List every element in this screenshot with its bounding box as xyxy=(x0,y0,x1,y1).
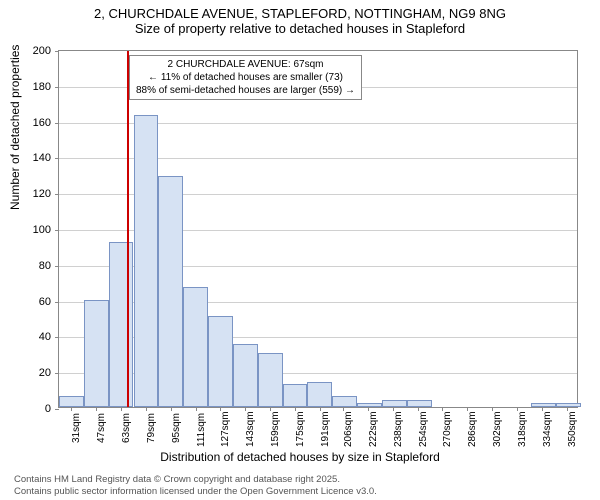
histogram-bar xyxy=(307,382,332,407)
histogram-bar xyxy=(208,316,233,407)
x-tick-label: 191sqm xyxy=(320,407,331,447)
histogram-bar xyxy=(332,396,357,407)
x-tick-label: 95sqm xyxy=(171,407,182,447)
y-tick-mark xyxy=(55,194,59,195)
histogram-bar xyxy=(134,115,159,407)
x-tick-label: 127sqm xyxy=(220,407,231,447)
footer-attribution: Contains HM Land Registry data © Crown c… xyxy=(14,474,377,498)
y-tick-mark xyxy=(55,409,59,410)
histogram-bar xyxy=(283,384,308,407)
x-tick-label: 143sqm xyxy=(245,407,256,447)
y-tick-mark xyxy=(55,266,59,267)
y-tick-mark xyxy=(55,373,59,374)
x-tick-label: 302sqm xyxy=(492,407,503,447)
y-tick-mark xyxy=(55,302,59,303)
histogram-bar xyxy=(382,400,407,407)
y-tick-mark xyxy=(55,158,59,159)
x-tick-label: 238sqm xyxy=(393,407,404,447)
y-tick-mark xyxy=(55,87,59,88)
title-main: 2, CHURCHDALE AVENUE, STAPLEFORD, NOTTIN… xyxy=(0,6,600,21)
plot-area: 2 CHURCHDALE AVENUE: 67sqm ← 11% of deta… xyxy=(58,50,578,408)
histogram-bar xyxy=(407,400,432,407)
histogram-bar xyxy=(183,287,208,407)
chart-container: 2, CHURCHDALE AVENUE, STAPLEFORD, NOTTIN… xyxy=(0,0,600,500)
x-tick-label: 254sqm xyxy=(418,407,429,447)
x-axis-label: Distribution of detached houses by size … xyxy=(0,450,600,464)
annotation-line-2: ← 11% of detached houses are smaller (73… xyxy=(136,71,355,84)
x-tick-label: 222sqm xyxy=(368,407,379,447)
histogram-bar xyxy=(233,344,258,407)
y-tick-mark xyxy=(55,337,59,338)
annotation-box: 2 CHURCHDALE AVENUE: 67sqm ← 11% of deta… xyxy=(129,55,362,100)
x-tick-label: 47sqm xyxy=(96,407,107,447)
x-tick-label: 79sqm xyxy=(146,407,157,447)
x-tick-label: 270sqm xyxy=(442,407,453,447)
y-axis-label: Number of detached properties xyxy=(8,45,22,210)
x-tick-label: 175sqm xyxy=(295,407,306,447)
x-tick-label: 31sqm xyxy=(71,407,82,447)
x-tick-label: 206sqm xyxy=(343,407,354,447)
x-tick-label: 318sqm xyxy=(517,407,528,447)
footer-line-1: Contains HM Land Registry data © Crown c… xyxy=(14,474,377,486)
x-tick-label: 350sqm xyxy=(567,407,578,447)
histogram-bar xyxy=(158,176,183,407)
x-tick-label: 63sqm xyxy=(121,407,132,447)
footer-line-2: Contains public sector information licen… xyxy=(14,486,377,498)
histogram-bar xyxy=(258,353,283,407)
y-tick-mark xyxy=(55,230,59,231)
histogram-bar xyxy=(59,396,84,407)
x-tick-label: 159sqm xyxy=(270,407,281,447)
x-tick-label: 111sqm xyxy=(196,407,207,447)
x-tick-label: 286sqm xyxy=(467,407,478,447)
histogram-bar xyxy=(109,242,134,407)
title-block: 2, CHURCHDALE AVENUE, STAPLEFORD, NOTTIN… xyxy=(0,0,600,36)
histogram-bar xyxy=(84,300,109,407)
y-tick-mark xyxy=(55,123,59,124)
x-tick-label: 334sqm xyxy=(542,407,553,447)
annotation-line-3: 88% of semi-detached houses are larger (… xyxy=(136,84,355,97)
y-tick-mark xyxy=(55,51,59,52)
annotation-line-1: 2 CHURCHDALE AVENUE: 67sqm xyxy=(136,58,355,71)
title-sub: Size of property relative to detached ho… xyxy=(0,21,600,36)
reference-line xyxy=(127,51,129,407)
